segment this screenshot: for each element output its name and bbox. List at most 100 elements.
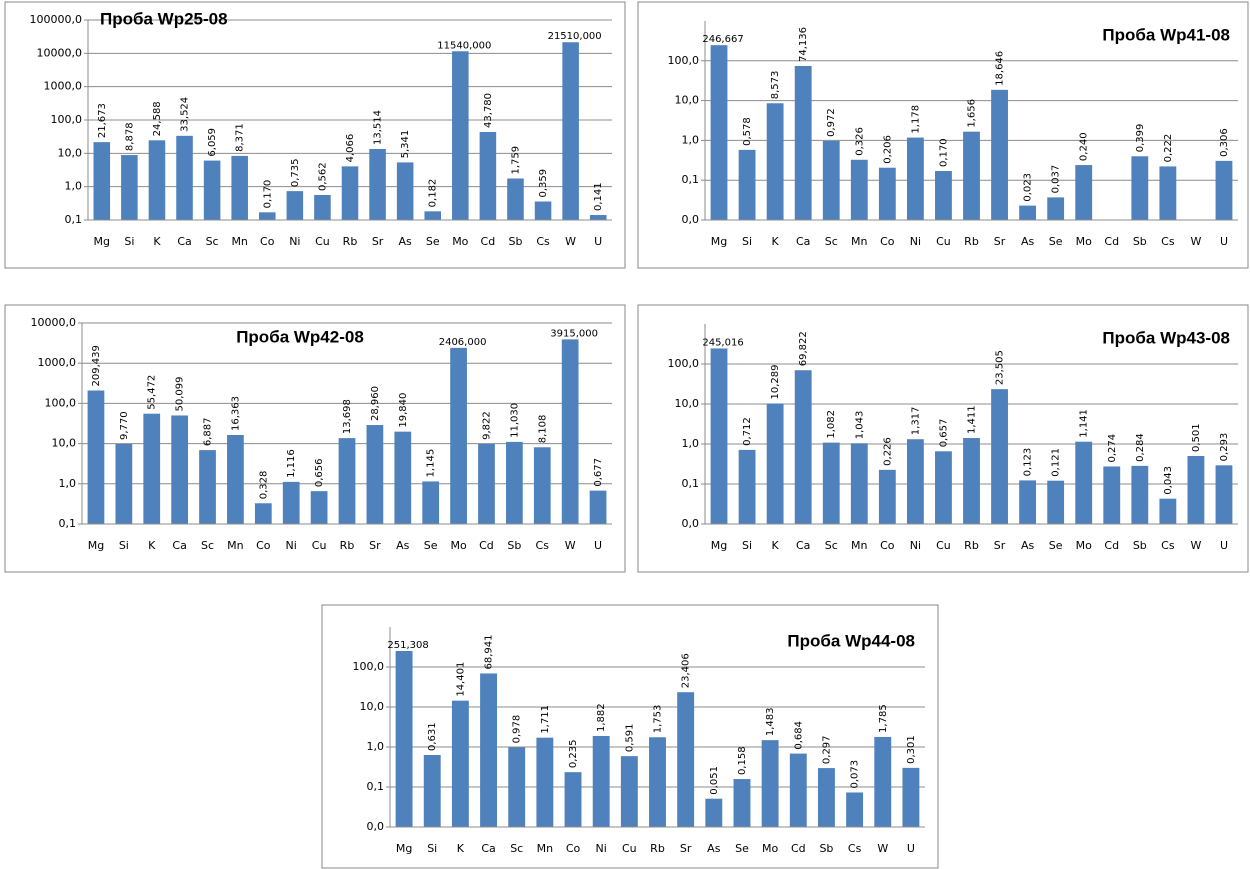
bar: [258, 212, 276, 220]
bar: [536, 737, 554, 827]
value-label: 0,735: [290, 158, 301, 187]
x-tick-label: Ni: [910, 235, 921, 248]
x-tick-label: Cs: [536, 235, 550, 248]
bar: [422, 481, 440, 524]
value-label: 43,780: [483, 93, 494, 128]
x-tick-label: Mo: [762, 842, 778, 855]
value-label: 1,082: [826, 410, 837, 439]
y-tick-label: 100,0: [45, 396, 77, 409]
value-label: 0,293: [1219, 433, 1230, 462]
value-label: 245,016: [702, 337, 743, 348]
value-label: 23,406: [681, 653, 692, 688]
y-tick-label: 10,0: [360, 700, 385, 713]
x-tick-label: Rb: [964, 235, 979, 248]
x-tick-label: Ni: [289, 235, 300, 248]
value-label: 0,235: [568, 740, 579, 769]
x-tick-label: K: [457, 842, 465, 855]
value-label: 21510,000: [548, 31, 602, 42]
y-tick-label: 1000,0: [38, 356, 77, 369]
bar: [818, 768, 835, 827]
x-tick-label: Sc: [510, 842, 523, 855]
bar: [87, 390, 105, 524]
bar: [203, 160, 221, 220]
x-tick-label: Mo: [1076, 235, 1092, 248]
bar: [533, 447, 551, 524]
x-tick-label: W: [565, 235, 576, 248]
bar: [878, 469, 896, 524]
value-label: 1,141: [1079, 409, 1090, 438]
value-label: 0,170: [262, 180, 273, 209]
value-label: 0,359: [538, 169, 549, 198]
value-label: 0,326: [854, 127, 865, 156]
x-tick-label: Mn: [231, 235, 247, 248]
value-label: 0,037: [1051, 165, 1062, 194]
x-tick-label: Ca: [172, 539, 186, 552]
bar: [176, 135, 193, 220]
y-tick-label: 0,1: [65, 213, 83, 226]
x-tick-label: Sc: [206, 235, 219, 248]
bar: [143, 413, 161, 524]
value-label: 0,051: [709, 766, 720, 795]
value-label: 0,978: [512, 715, 523, 744]
value-label: 11540,000: [437, 40, 491, 51]
x-tick-label: Mn: [537, 842, 553, 855]
bar: [935, 171, 952, 220]
x-tick-label: Ca: [796, 235, 810, 248]
x-tick-label: Cd: [1104, 235, 1119, 248]
value-label: 1,882: [596, 703, 607, 732]
bar: [506, 441, 523, 524]
value-label: 0,141: [593, 182, 604, 211]
bar: [478, 443, 495, 524]
bar: [733, 779, 751, 827]
value-label: 9,822: [481, 411, 492, 440]
bar: [561, 339, 579, 524]
chart-frame: [637, 304, 1249, 573]
x-tick-label: Ca: [481, 842, 495, 855]
value-label: 0,274: [1107, 434, 1118, 463]
x-tick-label: Co: [880, 235, 895, 248]
bar: [314, 195, 331, 220]
chart: 0,1 1,0 10,0 100,0 1000,0 10000,0 Mg 209,439 Si 9…: [4, 304, 626, 573]
bar: [761, 740, 779, 827]
bar: [171, 415, 188, 524]
bar: [991, 89, 1008, 220]
x-tick-label: Ni: [910, 539, 921, 552]
x-tick-label: Cs: [1161, 539, 1175, 552]
value-label: 0,656: [314, 459, 325, 488]
value-label: 24,588: [152, 101, 163, 136]
bar: [906, 137, 924, 220]
value-label: 0,240: [1079, 132, 1090, 161]
bar: [1075, 441, 1093, 524]
y-tick-label: 10,0: [58, 146, 83, 159]
x-tick-label: U: [594, 235, 602, 248]
bar: [902, 767, 920, 827]
value-label: 0,170: [938, 138, 949, 167]
bar: [766, 403, 784, 524]
value-label: 0,206: [882, 135, 893, 164]
value-label: 0,182: [428, 179, 439, 208]
value-label: 19,840: [398, 393, 409, 428]
y-tick-label: 1000,0: [44, 80, 83, 93]
x-tick-label: Co: [256, 539, 271, 552]
y-tick-label: 10,0: [675, 397, 700, 410]
value-label: 28,960: [370, 386, 381, 421]
bar: [1187, 456, 1205, 524]
value-label: 209,439: [91, 345, 102, 386]
y-tick-label: 0,0: [367, 820, 385, 833]
y-tick-label: 1,0: [367, 740, 385, 753]
value-label: 55,472: [147, 375, 158, 410]
chart-title: Проба Wp41-08: [1102, 25, 1230, 44]
bar: [963, 131, 980, 220]
x-tick-label: Cu: [312, 539, 327, 552]
bar: [115, 444, 133, 524]
bar: [1019, 480, 1037, 524]
bar: [592, 736, 610, 827]
value-label: 1,711: [540, 705, 551, 734]
bar: [121, 155, 138, 220]
y-tick-label: 0,1: [367, 780, 385, 793]
chart: 0,0 0,1 1,0 10,0 100,0 Mg 245,016 Si 0,712 K 10,28…: [637, 304, 1249, 573]
y-tick-label: 1,0: [65, 180, 83, 193]
value-label: 0,712: [742, 417, 753, 446]
x-tick-label: Ca: [177, 235, 191, 248]
